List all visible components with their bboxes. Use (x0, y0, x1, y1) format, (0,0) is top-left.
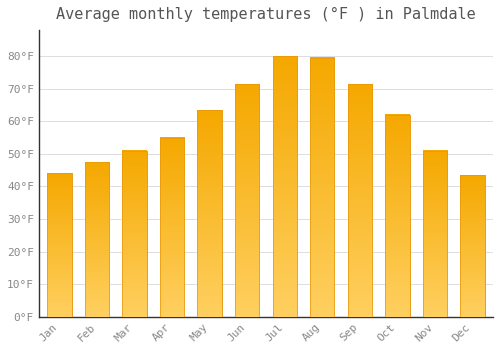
Bar (122, 150, 146, 317)
Bar (310, 58, 334, 317)
Bar (235, 84, 260, 317)
Bar (85, 162, 109, 317)
Bar (460, 175, 484, 317)
Bar (422, 150, 447, 317)
Bar (385, 115, 409, 317)
Title: Average monthly temperatures (°F ) in Palmdale: Average monthly temperatures (°F ) in Pa… (56, 7, 476, 22)
Bar (460, 175, 484, 317)
Bar (235, 84, 260, 317)
Bar (272, 56, 297, 317)
Bar (48, 174, 72, 317)
Bar (48, 174, 72, 317)
Bar (198, 110, 222, 317)
Bar (85, 162, 109, 317)
Bar (160, 138, 184, 317)
Bar (348, 84, 372, 317)
Bar (160, 138, 184, 317)
Bar (310, 58, 334, 317)
Bar (348, 84, 372, 317)
Bar (122, 150, 146, 317)
Bar (198, 110, 222, 317)
Bar (272, 56, 297, 317)
Bar (385, 115, 409, 317)
Bar (422, 150, 447, 317)
